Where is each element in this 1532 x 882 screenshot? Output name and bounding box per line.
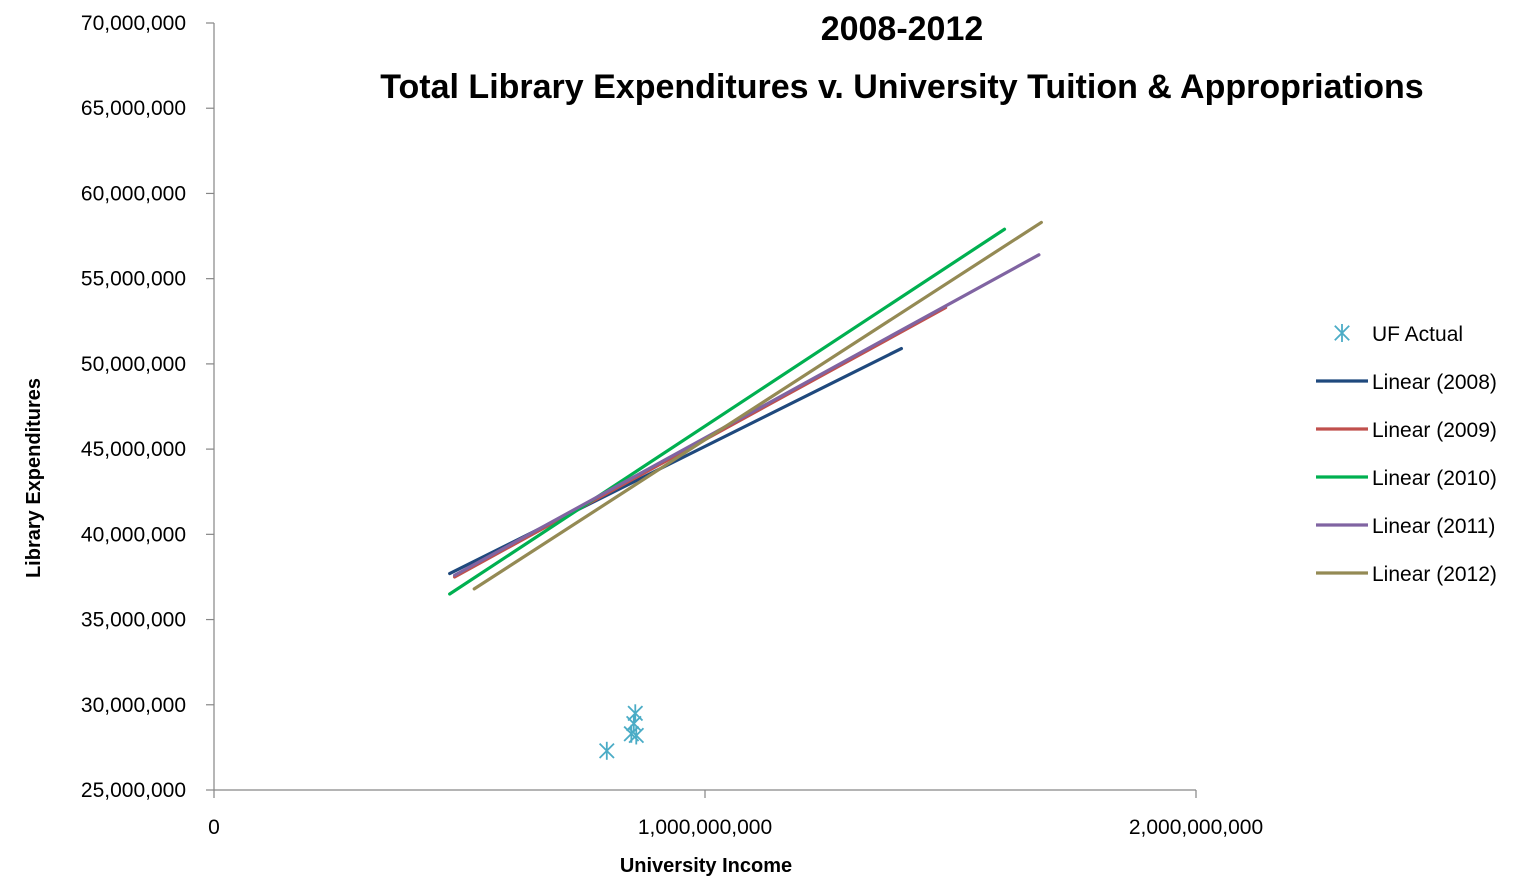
chart-title-line-1: 2008-2012 [821,10,984,48]
chart-title: 2008-2012 Total Library Expenditures v. … [380,10,1423,106]
y-tick-label: 70,000,000 [81,12,186,35]
legend-label: Linear (2008) [1372,371,1497,394]
y-tick-label: 55,000,000 [81,268,186,291]
y-tick-label: 50,000,000 [81,353,186,376]
x-axis-title: University Income [620,855,792,877]
legend-label: UF Actual [1372,323,1463,346]
y-tick-label: 35,000,000 [81,609,186,632]
y-tick-label: 60,000,000 [81,182,186,205]
legend-label: Linear (2012) [1372,563,1497,586]
y-tick-label: 25,000,000 [81,779,186,802]
x-axis-ticks: 0 1,000,000,000 2,000,000,000 [208,790,1263,839]
chart-title-line-2: Total Library Expenditures v. University… [380,68,1423,106]
trend-line [452,253,1041,577]
y-tick-label: 40,000,000 [81,523,186,546]
y-tick-label: 30,000,000 [81,694,186,717]
trend-line [448,227,1007,596]
legend-marker-uf-actual [1334,324,1350,342]
x-tick-label: 1,000,000,000 [638,816,772,839]
plot-axes [213,23,1196,791]
x-tick-label: 2,000,000,000 [1129,816,1263,839]
trend-line [472,220,1043,591]
y-axis-title: Library Expenditures [23,378,45,578]
y-axis-ticks: 25,000,000 30,000,000 35,000,000 40,000,000… [81,12,214,802]
legend-label: Linear (2011) [1372,515,1495,538]
y-tick-label: 45,000,000 [81,438,186,461]
legend-label: Linear (2010) [1372,467,1497,490]
trend-lines [448,220,1043,596]
scatter-point [628,726,645,745]
y-tick-label: 65,000,000 [81,97,186,120]
x-tick-label: 0 [208,816,220,839]
scatter-point [627,704,644,723]
legend: UF Actual Linear (2008) Linear (2009) Linea… [1316,323,1497,586]
scatter-points [598,704,645,760]
legend-label: Linear (2009) [1372,419,1497,442]
scatter-point [598,741,615,760]
